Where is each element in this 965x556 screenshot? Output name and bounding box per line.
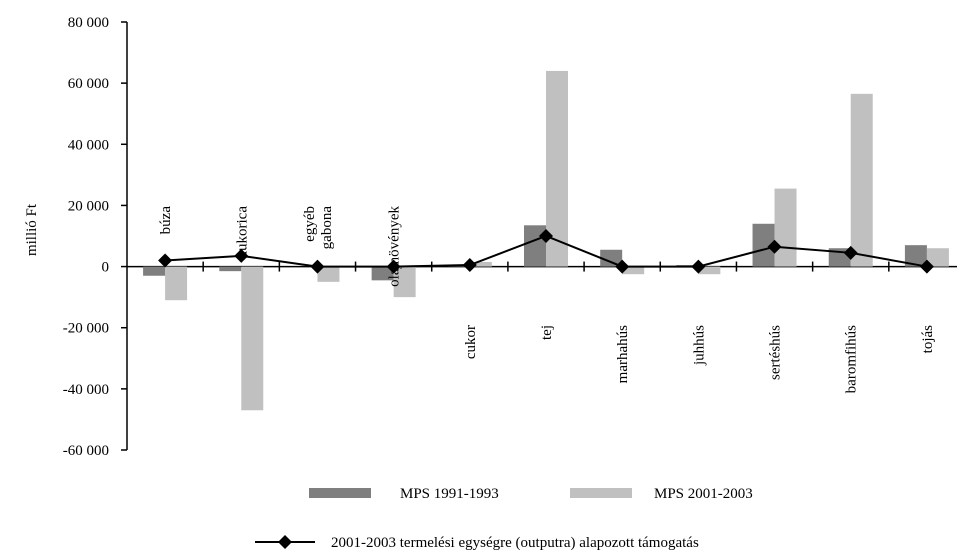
category-labels: búza kukorica egyéb gabona olajnövények cukor… <box>158 206 936 394</box>
legend-label-support: 2001-2003 termelési egységre (outputra) … <box>331 535 699 551</box>
category-label: juhhús <box>691 325 707 366</box>
bar-mps-2001-2003 <box>774 188 797 267</box>
y-tick-label: -40 000 <box>63 382 109 398</box>
category-label-text: gabona <box>319 206 335 250</box>
y-tick-label: -60 000 <box>63 443 109 459</box>
support-point <box>691 259 706 274</box>
bar-mps-2001-2003 <box>469 261 492 267</box>
category-label: baromfihús <box>844 325 860 393</box>
bar-mps-1991-1993 <box>600 249 623 267</box>
support-point <box>539 229 553 243</box>
category-label: marhahús <box>615 325 631 383</box>
category-label-text: egyéb <box>302 206 318 242</box>
category-label-text: baromfihús <box>844 325 860 393</box>
support-point <box>462 258 477 273</box>
category-label-text: juhhús <box>691 325 707 366</box>
y-axis-title: millió Ft <box>24 203 40 256</box>
category-label: kukorica <box>234 206 250 259</box>
category-label: sertéshús <box>768 325 784 380</box>
support-point <box>767 239 782 254</box>
legend-swatch-mps-2001-2003 <box>570 488 632 498</box>
category-label-text: kukorica <box>234 206 250 259</box>
support-point <box>234 248 249 263</box>
bar-mps-2001-2003 <box>622 266 645 275</box>
bar-mps-1991-1993 <box>524 225 546 267</box>
support-point <box>310 259 325 274</box>
support-point <box>615 259 630 274</box>
bar-mps-2001-2003 <box>317 266 340 282</box>
y-tick-label: 40 000 <box>68 137 109 153</box>
bar-mps-1991-1993 <box>143 266 166 276</box>
bar-mps-2001-2003 <box>165 266 188 301</box>
legend-swatch-mps-1991-1993 <box>309 488 371 498</box>
bar-mps-2001-2003 <box>546 70 568 267</box>
legend-swatch-support-marker <box>278 535 292 549</box>
legend-label-mps-2001-2003: MPS 2001-2003 <box>654 486 753 502</box>
support-point <box>158 253 173 268</box>
category-label: olajnövények <box>387 206 403 287</box>
category-label-text: tej <box>539 325 555 340</box>
y-tick-label: 80 000 <box>68 15 109 31</box>
category-label: egyéb gabona <box>302 206 335 250</box>
support-point <box>919 259 934 274</box>
category-label: búza <box>158 206 174 235</box>
y-tick-label: -20 000 <box>63 321 109 337</box>
category-label-text: olajnövények <box>387 206 403 287</box>
bar-mps-1991-1993 <box>219 266 242 272</box>
bar-mps-2001-2003 <box>850 93 873 267</box>
y-tick-label: 60 000 <box>68 76 109 92</box>
category-label: tej <box>539 325 555 340</box>
category-label-text: marhahús <box>615 325 631 383</box>
bar-mps-2001-2003 <box>698 266 721 275</box>
category-label-text: búza <box>158 206 174 235</box>
category-label: tojás <box>920 325 936 353</box>
category-label-text: tojás <box>920 325 936 353</box>
axes: 80 000 60 000 40 000 20 000 0 -20 000 -40 000 -… <box>24 15 957 459</box>
support-point <box>386 259 401 274</box>
bar-mps-2001-2003 <box>926 248 949 267</box>
bar-mps-2001-2003 <box>393 266 416 298</box>
series-line <box>158 229 934 274</box>
category-label: cukor <box>463 325 479 359</box>
bar-mps-1991-1993 <box>371 266 394 281</box>
y-tick-label: 20 000 <box>68 198 109 214</box>
legend: MPS 1991-1993 MPS 2001-2003 2001-2003 term… <box>255 486 753 551</box>
bar-mps-1991-1993 <box>752 223 775 267</box>
category-label-text: cukor <box>463 325 479 359</box>
category-label-text: sertéshús <box>768 325 784 380</box>
bar-mps-2001-2003 <box>241 266 264 411</box>
support-point <box>843 245 858 260</box>
bar-mps-1991-1993 <box>904 245 927 267</box>
y-tick-label: 0 <box>102 260 110 276</box>
legend-label-mps-1991-1993: MPS 1991-1993 <box>400 486 499 502</box>
